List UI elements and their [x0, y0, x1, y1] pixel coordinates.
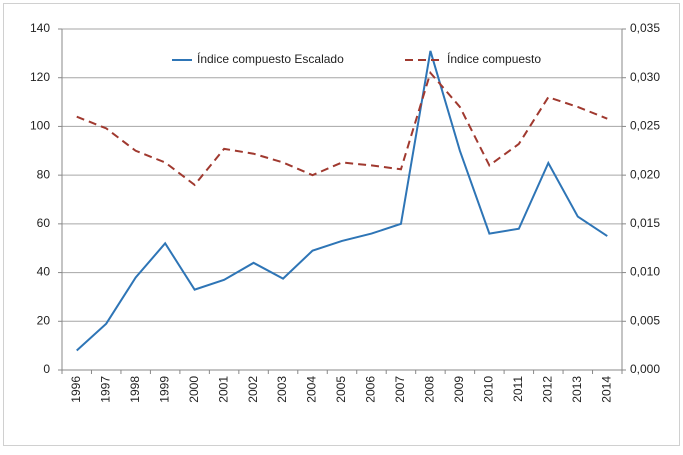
x-tick-label: 2002: [246, 376, 260, 403]
x-tick-label: 1998: [128, 376, 142, 403]
y2-tick-label: 0,030: [630, 70, 660, 84]
x-tick-label: 2009: [452, 376, 466, 403]
y-tick-label: 40: [37, 265, 51, 279]
y2-tick-label: 0,025: [630, 119, 660, 133]
chart-border: [3, 3, 680, 446]
x-tick-label: 2007: [393, 376, 407, 403]
y2-tick-label: 0,015: [630, 216, 660, 230]
x-tick-label: 2013: [570, 376, 584, 403]
series-line: [76, 50, 608, 352]
y2-tick-label: 0,000: [630, 362, 660, 376]
x-tick-label: 2008: [423, 376, 437, 403]
x-tick-label: 1996: [69, 376, 83, 403]
x-tick-label: 2010: [482, 376, 496, 403]
y2-tick-label: 0,010: [630, 265, 660, 279]
x-tick-label: 2003: [275, 376, 289, 403]
x-tick-label: 2005: [334, 376, 348, 403]
y2-tick-label: 0,035: [630, 21, 660, 35]
y-tick-label: 60: [37, 216, 51, 230]
x-tick-label: 2000: [187, 376, 201, 403]
y-tick-label: 0: [43, 362, 50, 376]
y-tick-label: 20: [37, 313, 51, 327]
y-tick-label: 120: [30, 70, 50, 84]
x-tick-label: 2004: [305, 376, 319, 403]
x-tick-label: 2014: [599, 376, 613, 403]
x-tick-label: 1997: [98, 376, 112, 403]
y-tick-label: 140: [30, 21, 50, 35]
x-tick-label: 2001: [216, 376, 230, 403]
y2-tick-label: 0,005: [630, 313, 660, 327]
x-tick-label: 2012: [540, 376, 554, 403]
x-tick-label: 2011: [511, 376, 525, 402]
x-tick-label: 1999: [157, 376, 171, 403]
y-tick-label: 100: [30, 119, 50, 133]
x-tick-label: 2006: [364, 376, 378, 403]
legend-label: Índice compuesto Escalado: [197, 51, 344, 66]
y2-tick-label: 0,020: [630, 167, 660, 181]
y-tick-label: 80: [37, 167, 51, 181]
legend-label: Índice compuesto: [447, 51, 541, 66]
series-line: [76, 70, 608, 187]
